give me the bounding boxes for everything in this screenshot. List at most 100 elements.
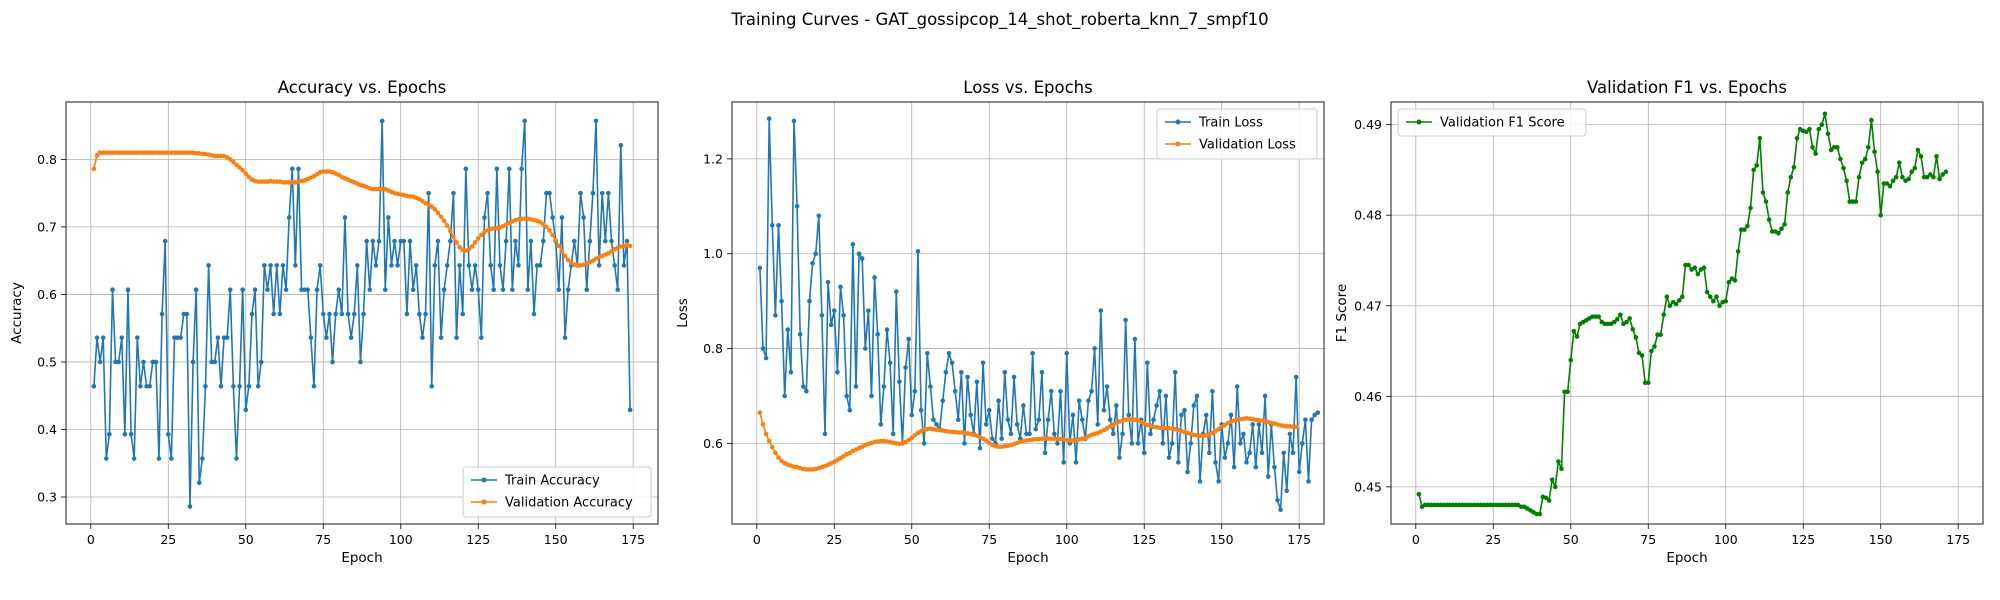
- data-point: [1166, 455, 1172, 460]
- data-point: [1176, 460, 1181, 465]
- data-point: [1120, 431, 1125, 437]
- legend-box: [462, 466, 652, 518]
- data-point: [438, 214, 444, 220]
- legend-item: Train Accuracy: [471, 474, 600, 489]
- data-point: [293, 263, 298, 268]
- data-point: [1275, 497, 1280, 503]
- data-point: [587, 238, 593, 244]
- data-point: [906, 336, 911, 342]
- data-point: [990, 436, 995, 441]
- data-point: [866, 308, 871, 313]
- data-point: [1312, 412, 1317, 418]
- data-point: [420, 335, 425, 340]
- data-point: [314, 287, 320, 293]
- chart-title: Validation F1 vs. Epochs: [1587, 78, 1787, 97]
- data-point: [1238, 441, 1243, 446]
- legend: Validation F1 Score: [1397, 108, 1587, 137]
- data-point: [782, 393, 787, 399]
- data-point: [1872, 149, 1877, 155]
- data-point: [438, 335, 444, 340]
- data-point: [1045, 417, 1051, 422]
- data-point: [1002, 369, 1008, 375]
- data-point: [1052, 431, 1057, 437]
- data-point: [968, 412, 973, 418]
- data-point: [131, 456, 137, 461]
- data-point: [138, 383, 143, 389]
- data-point: [342, 215, 348, 220]
- data-point: [999, 436, 1004, 441]
- data-point: [413, 263, 419, 268]
- data-point: [1293, 374, 1299, 380]
- data-point: [1893, 174, 1899, 180]
- y-tick-label: 0.6: [37, 287, 57, 302]
- data-point: [553, 238, 559, 243]
- data-point: [1779, 226, 1784, 232]
- data-point: [165, 431, 171, 437]
- data-point: [1129, 441, 1135, 446]
- data-point: [506, 166, 512, 172]
- data-point: [1055, 441, 1060, 446]
- data-point: [822, 431, 828, 437]
- data-point: [1658, 332, 1663, 338]
- data-point: [1222, 455, 1228, 460]
- data-point: [141, 359, 146, 365]
- data-point: [934, 422, 939, 427]
- data-point: [980, 360, 986, 366]
- data-point: [550, 215, 555, 220]
- data-point: [1058, 388, 1063, 394]
- data-point: [119, 335, 125, 340]
- data-point: [283, 287, 289, 293]
- x-tick-label: 75: [981, 532, 997, 547]
- data-point: [100, 335, 106, 340]
- data-point: [835, 369, 840, 375]
- data-point: [1247, 450, 1252, 456]
- data-point: [1549, 477, 1555, 482]
- data-point: [1278, 507, 1283, 513]
- data-point: [317, 263, 323, 268]
- data-point: [773, 450, 778, 456]
- data-point: [1835, 144, 1840, 150]
- data-point: [134, 335, 140, 340]
- data-point: [1766, 217, 1772, 223]
- data-point: [1546, 498, 1552, 503]
- y-tick-label: 0.49: [1354, 117, 1382, 132]
- data-point: [862, 346, 868, 351]
- data-point: [125, 287, 131, 293]
- y-tick-label: 0.5: [37, 354, 57, 369]
- legend-label: Train Loss: [1198, 116, 1263, 131]
- data-point: [367, 287, 373, 293]
- x-tick-label: 50: [238, 532, 254, 547]
- y-tick-label: 0.48: [1354, 208, 1382, 223]
- data-point: [513, 238, 518, 244]
- x-tick-label: 25: [826, 532, 842, 547]
- axes-frame: [731, 101, 1325, 525]
- data-point: [1213, 460, 1218, 465]
- data-point: [110, 287, 115, 293]
- data-point: [348, 335, 354, 340]
- data-point: [1008, 431, 1014, 437]
- data-point: [336, 287, 342, 293]
- data-point: [234, 456, 239, 461]
- data-point: [429, 383, 435, 389]
- data-point: [1816, 126, 1822, 132]
- data-point: [240, 287, 245, 293]
- data-point: [494, 166, 500, 172]
- data-point: [872, 275, 877, 280]
- data-point: [407, 238, 413, 244]
- data-point: [1748, 205, 1753, 211]
- data-point: [1543, 495, 1549, 501]
- data-point: [593, 118, 599, 124]
- data-point: [1763, 199, 1769, 204]
- data-point: [977, 445, 983, 451]
- y-tick-label: 0.3: [37, 489, 57, 504]
- data-point: [1027, 431, 1032, 437]
- data-point: [522, 118, 528, 124]
- data-point: [330, 359, 335, 365]
- data-point: [159, 311, 165, 317]
- data-point: [311, 383, 317, 389]
- data-point: [274, 263, 280, 268]
- data-point: [599, 190, 605, 196]
- data-point: [773, 313, 778, 318]
- data-point: [769, 444, 775, 450]
- data-point: [1695, 271, 1701, 277]
